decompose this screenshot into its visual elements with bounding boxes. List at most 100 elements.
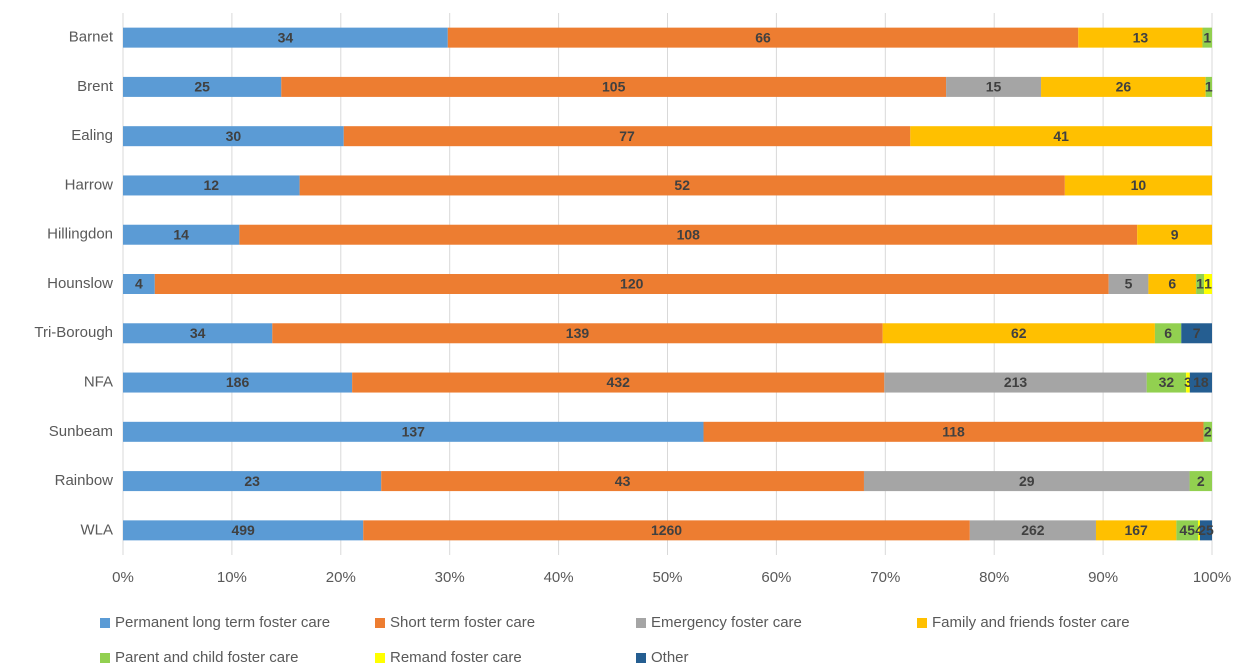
bar-segment [1181,323,1212,344]
data-label: 2 [1204,424,1212,440]
bar-segment [1199,520,1212,541]
bar-segment [1205,76,1212,97]
x-tick-label: 40% [544,569,574,586]
bar-segment [1154,323,1182,344]
data-label: 262 [1021,522,1045,538]
data-label: 12 [204,177,220,193]
data-label: 14 [173,226,189,242]
data-label: 137 [402,424,426,440]
y-tick-label: Sunbeam [49,423,113,440]
bar-segment [910,126,1212,147]
y-tick-label: NFA [84,374,113,391]
bar-segment [123,323,273,344]
bar-segment [123,126,344,147]
legend-label: Short term foster care [390,614,535,631]
bar-segment [884,372,1147,393]
bar-segment [381,471,864,492]
data-label: 30 [226,128,242,144]
y-tick-label: Ealing [71,127,113,144]
bar-segment [1041,76,1206,97]
bar-segment [343,126,911,147]
bar-segment [299,175,1065,196]
bar-segment [123,372,353,393]
bar-segment [281,76,947,97]
data-label: 432 [607,374,631,390]
bar-segment [123,27,448,48]
bar-segment [1202,27,1212,48]
data-label: 213 [1004,374,1028,390]
bar-segment [1108,274,1149,294]
data-label: 6 [1164,325,1172,341]
data-label: 139 [566,325,590,341]
data-label: 118 [942,424,965,440]
bar-segment [1078,27,1203,48]
data-label: 29 [1019,473,1035,489]
bar-segment [123,76,282,97]
x-tick-label: 80% [979,569,1009,586]
data-label: 34 [278,29,294,45]
data-label: 186 [226,374,250,390]
data-label: 52 [674,177,690,193]
legend-swatch [917,618,927,628]
bar-segment [1176,520,1199,541]
bar-segment [1148,274,1197,294]
data-label: 5 [1125,276,1133,292]
bar-segment [863,471,1190,492]
bar-segment [123,175,300,196]
bar-segment [1196,274,1205,294]
legend-label: Emergency foster care [651,614,802,631]
legend-swatch [375,618,385,628]
bar-segment [123,274,155,294]
bar-segment [1189,471,1212,492]
bar-segment [239,224,1138,245]
y-tick-label: Brent [77,78,114,95]
data-label: 32 [1159,374,1175,390]
bar-segment [1203,421,1212,442]
x-tick-label: 60% [761,569,791,586]
x-tick-label: 90% [1088,569,1118,586]
data-label: 120 [620,276,644,292]
bar-segment [969,520,1096,541]
bar-segment [123,520,364,541]
data-label: 15 [986,79,1002,95]
y-tick-label: Hounslow [47,275,113,292]
data-label: 6 [1168,276,1176,292]
y-tick-label: WLA [80,521,113,538]
bar-segment [1064,175,1212,196]
y-tick-label: Hillingdon [47,226,113,243]
bar-segment [352,372,885,393]
y-tick-label: Rainbow [55,472,114,489]
bar-segment [1186,372,1190,393]
data-label: 1 [1203,29,1211,45]
data-label: 1 [1204,276,1212,292]
data-label: 1 [1205,79,1213,95]
legend-swatch [636,618,646,628]
data-label: 4 [135,276,143,292]
bar-segment [703,421,1204,442]
bar-segment [1137,224,1212,245]
bar-segment [447,27,1079,48]
legend-swatch [100,653,110,663]
legend-label: Parent and child foster care [115,649,298,666]
bar-segment [123,471,382,492]
x-tick-label: 10% [217,569,247,586]
data-label: 25 [1198,522,1214,538]
x-tick-label: 0% [112,569,134,586]
data-label: 1260 [651,522,682,538]
data-label: 105 [602,79,626,95]
data-label: 45 [1179,522,1195,538]
data-label: 499 [231,522,255,538]
bar-segment [1146,372,1187,393]
data-label: 13 [1133,29,1149,45]
bar-segment [363,520,970,541]
bar-segment [123,421,704,442]
y-tick-label: Barnet [69,29,114,46]
data-label: 2 [1197,473,1205,489]
bar-segment [123,224,240,245]
legend-swatch [100,618,110,628]
bar-segment [946,76,1042,97]
data-label: 167 [1124,522,1148,538]
x-tick-label: 30% [435,569,465,586]
bar-segment [1189,372,1212,393]
